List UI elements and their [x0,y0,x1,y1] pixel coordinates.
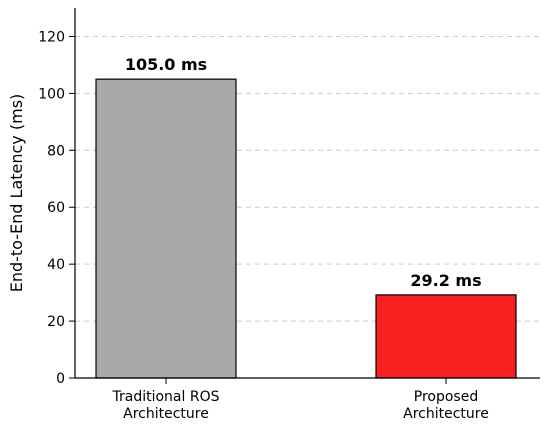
data-label: 29.2 ms [410,271,481,290]
bar [95,78,237,379]
x-tick-label: Proposed [414,389,478,405]
y-ticks: 0 20 40 60 80 100 120 [38,29,75,387]
y-tick-label: 60 [47,200,65,216]
y-tick-label: 20 [47,314,65,330]
x-tick-label: Traditional ROS [112,389,220,405]
bar [375,294,517,379]
x-tick-label: Architecture [123,406,209,422]
y-tick-label: 80 [47,143,65,159]
data-labels: 105.0 ms 29.2 ms [125,55,482,290]
data-label: 105.0 ms [125,55,207,74]
y-tick-label: 120 [38,29,65,45]
y-tick-label: 100 [38,86,65,102]
y-axis-label: End-to-End Latency (ms) [7,94,26,293]
x-ticks: Traditional ROSArchitectureProposedArchi… [112,378,489,422]
axes [74,8,540,379]
y-tick-label: 40 [47,257,65,273]
bars [95,78,517,379]
y-tick-label: 0 [56,371,65,387]
x-tick-label: Architecture [403,406,489,422]
